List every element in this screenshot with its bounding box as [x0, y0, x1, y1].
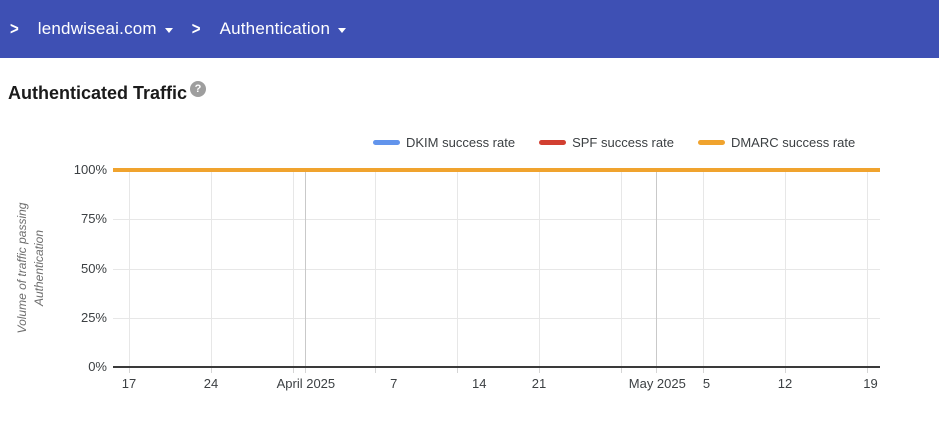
caret-down-icon [338, 28, 347, 33]
chart-legend: DKIM success rate SPF success rate DMARC s… [373, 135, 855, 150]
title-row: Authenticated Traffic ? [8, 81, 207, 103]
x-gridline [867, 170, 868, 367]
x-tick-mark [129, 368, 130, 373]
x-tick-label: 21 [531, 376, 547, 391]
y-gridline [113, 268, 880, 270]
x-tick-mark [785, 368, 786, 373]
breadcrumb-chevron-icon: > [10, 19, 19, 39]
page-title: Authenticated Traffic [8, 83, 188, 103]
y-tick-label: 0% [88, 359, 107, 374]
domain-selector[interactable]: lendwiseai.com [38, 19, 173, 39]
legend-swatch-spf-icon [539, 140, 567, 145]
x-axis-line [113, 366, 880, 368]
x-gridline [539, 170, 540, 367]
month-gridline [656, 170, 658, 367]
x-gridline [703, 170, 704, 367]
x-gridline [293, 170, 294, 367]
x-tick-label: 24 [203, 376, 219, 391]
legend-label-dkim: DKIM success rate [406, 135, 516, 150]
x-tick-label: 17 [121, 376, 137, 391]
x-tick-label: May 2025 [628, 376, 686, 391]
legend-item-dkim: DKIM success rate [373, 135, 515, 150]
legend-item-spf: SPF success rate [539, 135, 674, 150]
month-gridline [304, 170, 306, 367]
x-tick-mark [293, 368, 294, 373]
domain-selector-label: lendwiseai.com [37, 19, 157, 38]
x-tick-mark [304, 368, 306, 373]
x-tick-label: April 2025 [276, 376, 336, 391]
x-tick-label: 14 [472, 376, 487, 391]
legend-label-spf: SPF success rate [572, 135, 674, 150]
x-tick-mark [375, 368, 376, 373]
x-tick-mark [621, 368, 622, 373]
x-tick-label: 12 [777, 376, 793, 391]
legend-swatch-dmarc-icon [697, 140, 725, 145]
x-gridline [785, 170, 786, 367]
section-selector-label: Authentication [219, 19, 331, 38]
breadcrumb-chevron-icon: > [191, 19, 201, 39]
y-tick-label: 25% [80, 309, 107, 325]
x-tick-mark [457, 368, 458, 373]
section-selector[interactable]: Authentication [220, 19, 347, 39]
x-gridline [621, 170, 622, 367]
x-tick-mark [539, 368, 540, 373]
x-gridline [375, 170, 376, 367]
x-tick-mark [656, 368, 658, 373]
x-tick-mark [867, 368, 868, 373]
help-icon[interactable]: ? [190, 81, 207, 97]
y-tick-label: 50% [80, 260, 107, 276]
y-gridline [113, 317, 880, 319]
y-axis-title: Volume of traffic passing Authentication [15, 202, 46, 334]
y-gridline [113, 219, 880, 221]
x-tick-label: 7 [390, 376, 398, 391]
top-bar: > lendwiseai.com > Authentication [0, 0, 939, 58]
y-tick-label: 100% [73, 162, 107, 177]
x-tick-mark [211, 368, 212, 373]
x-gridline [211, 170, 212, 367]
x-tick-mark [703, 368, 704, 373]
y-tick-label: 75% [80, 211, 107, 227]
legend-item-dmarc: DMARC success rate [697, 135, 856, 150]
legend-label-dmarc: DMARC success rate [730, 135, 856, 150]
series-line-dmarc [113, 168, 880, 172]
x-tick-label: 5 [702, 376, 711, 391]
caret-down-icon [164, 28, 173, 33]
x-gridline [129, 170, 130, 367]
x-gridline [457, 170, 458, 367]
x-tick-label: 19 [863, 376, 878, 391]
legend-swatch-dkim-icon [373, 140, 400, 145]
